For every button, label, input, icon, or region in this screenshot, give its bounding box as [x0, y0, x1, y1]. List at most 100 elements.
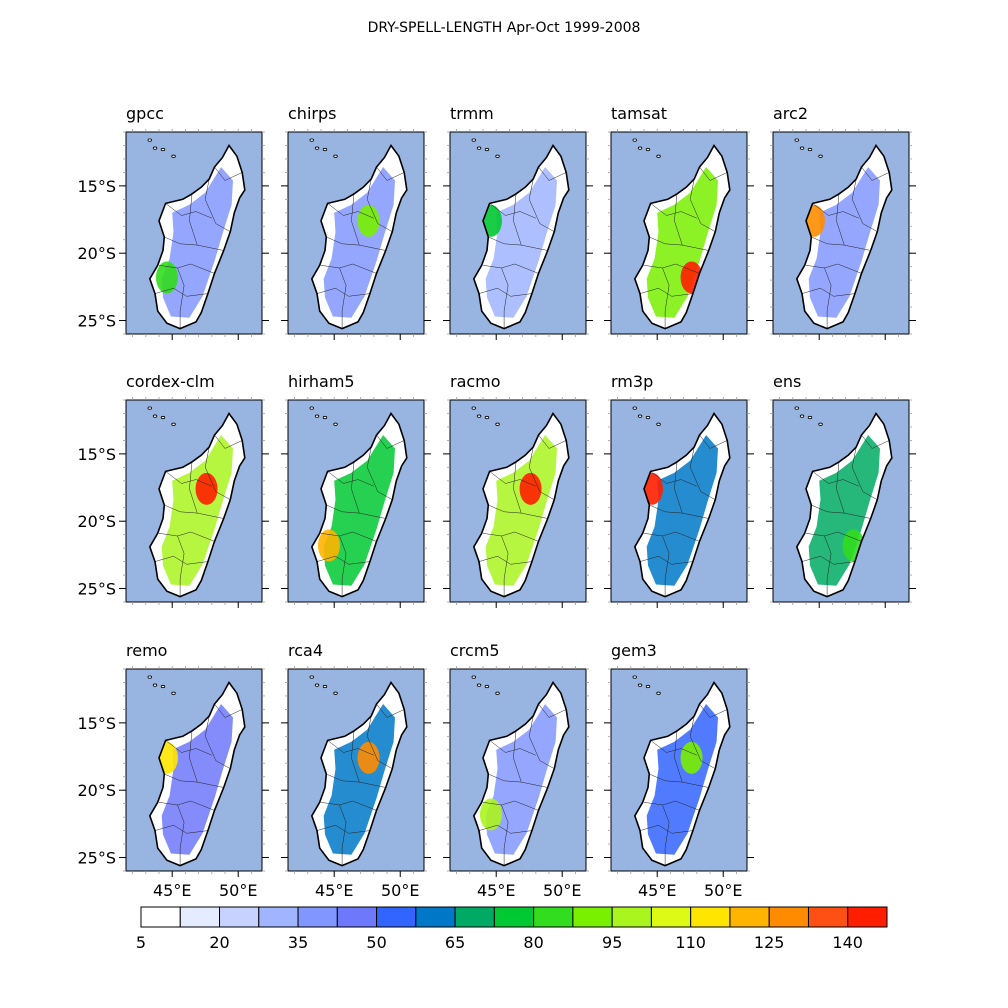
value-region-hotspot [519, 472, 542, 505]
value-region-hotspot [357, 741, 380, 774]
islet [632, 406, 637, 410]
admin-border [836, 193, 871, 251]
panel-hirham5: hirham5 [281, 372, 431, 608]
admin-border [513, 730, 548, 788]
colorbar-swatch [297, 906, 338, 928]
admin-border [488, 504, 522, 514]
islet [484, 684, 490, 689]
admin-border [639, 555, 693, 565]
coastline [148, 412, 246, 598]
value-region-typical [646, 435, 718, 586]
islet [322, 147, 328, 152]
islet [152, 146, 158, 150]
admin-border [811, 504, 845, 514]
colorbar-tick-label: 140 [832, 933, 863, 952]
axis-ticks [119, 397, 269, 608]
admin-border [165, 740, 212, 756]
admin-border [165, 203, 212, 219]
admin-border [177, 804, 185, 866]
value-region-hotspot [680, 741, 703, 774]
islet [471, 675, 476, 679]
admin-border [478, 824, 532, 834]
admin-border [351, 730, 386, 788]
admin-border [699, 434, 728, 449]
admin-border [643, 263, 700, 274]
colorbar-swatch [219, 906, 260, 928]
admin-border [812, 203, 859, 219]
panel-frame [772, 131, 910, 335]
islet [160, 684, 166, 689]
axis-ticks [443, 129, 593, 340]
value-region-typical [323, 435, 395, 586]
panel-frame [449, 131, 587, 335]
admin-border [811, 236, 845, 246]
admin-borders [639, 166, 728, 329]
value-region-hotspot [357, 204, 380, 237]
panel-frame [125, 399, 263, 603]
admin-border [316, 555, 370, 565]
colorbar-swatch [807, 906, 849, 928]
admin-border [643, 800, 700, 811]
admin-border [538, 703, 567, 718]
admin-border [662, 535, 670, 597]
panel-rca4: 45°E 50°E rca4 [281, 641, 431, 900]
admin-border [158, 263, 215, 274]
islet [656, 691, 661, 695]
panel-title: remo [126, 641, 167, 660]
panel-title: tamsat [611, 104, 667, 123]
colorbar-swatch [179, 906, 221, 928]
admin-border [165, 471, 212, 487]
islet [147, 406, 152, 410]
admin-border [339, 267, 347, 329]
admin-border [351, 461, 386, 519]
axis-ticks [604, 129, 754, 340]
islet [147, 138, 152, 142]
admin-borders [639, 434, 728, 597]
admin-border [482, 531, 539, 542]
admin-borders [154, 703, 243, 866]
panel-gem3: 45°E 50°E gem3 [604, 641, 754, 900]
value-region-typical [485, 167, 557, 318]
value-region-hotspot [479, 798, 502, 831]
islet [632, 675, 637, 679]
admin-borders [801, 434, 890, 597]
coastline [310, 681, 408, 867]
islet [632, 138, 637, 142]
lat-tick-label: 15°S [77, 445, 116, 464]
axis-ticks [766, 397, 916, 608]
field-crcm5 [473, 682, 569, 866]
islet [794, 406, 799, 410]
admin-border [478, 555, 532, 565]
admin-border [482, 800, 539, 811]
admin-border [204, 179, 231, 232]
islet [476, 146, 482, 150]
admin-border [689, 447, 716, 500]
admin-border [649, 773, 683, 783]
panel-title: trmm [450, 104, 494, 123]
admin-border [177, 535, 185, 597]
panel-gpcc: 15°S 20°S 25°S gpcc [77, 104, 269, 340]
admin-border [528, 447, 555, 500]
admin-border [513, 193, 548, 251]
admin-border [538, 166, 567, 181]
colorbar-frame [140, 906, 888, 928]
admin-border [164, 773, 198, 783]
admin-border [316, 824, 370, 834]
colorbar-tick-label: 50 [366, 933, 386, 952]
panel-frame [287, 399, 425, 603]
islet [309, 675, 314, 679]
islet [484, 415, 490, 420]
axis-ticks [766, 129, 916, 340]
admin-border [639, 287, 693, 297]
colorbar-swatch [611, 906, 652, 928]
axis-ticks [443, 397, 593, 608]
panel-frame [610, 668, 748, 872]
admin-border [214, 166, 243, 181]
colorbar-swatch [847, 906, 888, 928]
admin-border [528, 716, 555, 769]
admin-border [501, 804, 509, 866]
lat-tick-label: 20°S [77, 512, 116, 531]
islet [160, 415, 166, 420]
admin-border [327, 740, 374, 756]
admin-border [674, 730, 709, 788]
